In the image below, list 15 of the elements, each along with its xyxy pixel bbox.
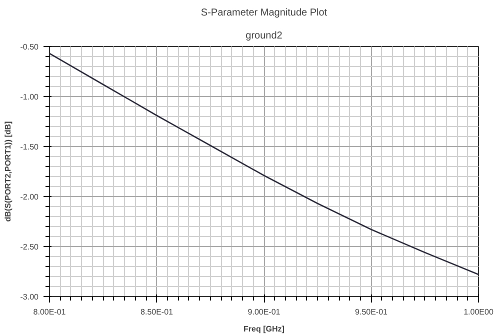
x-tick-label: 1.00E00 (464, 308, 494, 316)
y-tick-label: -1.50 (20, 142, 40, 152)
y-tick-label: -1.00 (20, 92, 40, 102)
x-tick-label: 8.50E-01 (140, 308, 174, 316)
y-tick-label: -0.50 (20, 42, 40, 52)
x-axis-title: Freq [GHz] (244, 324, 285, 334)
y-tick-label: -3.00 (20, 292, 40, 302)
chart-title: S-Parameter Magnitude Plot (200, 8, 328, 18)
x-tick-label: 8.00E-01 (33, 308, 66, 316)
y-tick-label: -2.50 (20, 242, 40, 252)
x-tick-label: 9.00E-01 (248, 308, 281, 316)
x-tick-label: 9.50E-01 (355, 308, 388, 316)
chart-subtitle: ground2 (246, 30, 283, 42)
y-tick-label: -2.00 (20, 192, 40, 202)
y-axis-title: dB(S(PORT2,PORT1)) [dB] (3, 120, 12, 222)
